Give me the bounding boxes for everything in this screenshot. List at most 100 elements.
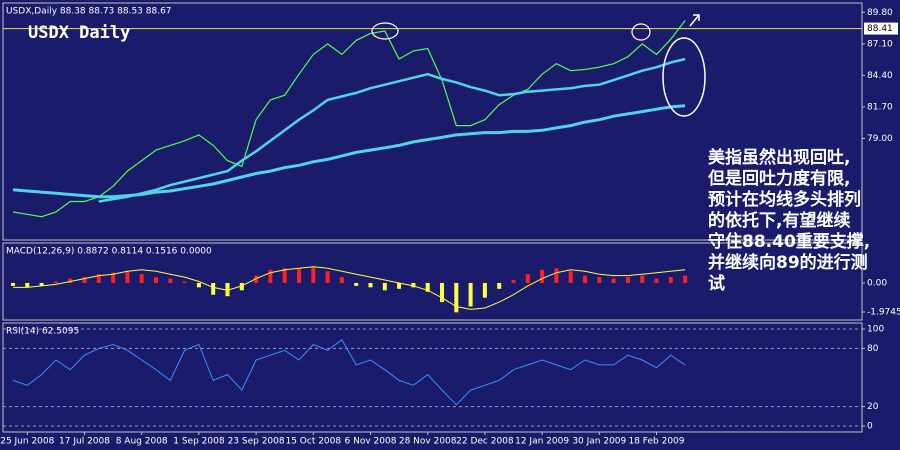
histogram-bar — [68, 278, 73, 283]
panel-title: MACD(12,26,9) 0.8872 0.8114 0.1516 0.000… — [6, 247, 212, 257]
annotation-line: 守住88.40重要支撑, — [708, 231, 870, 252]
histogram-bar — [254, 275, 259, 283]
series-line — [12, 338, 686, 406]
histogram-bar — [382, 282, 387, 291]
x-tick-label: 15 Oct 2008 — [285, 437, 341, 447]
annotation-line: 预计在均线多头排列 — [708, 189, 861, 210]
histogram-bar — [482, 282, 487, 298]
x-tick-label: 6 Nov 2008 — [345, 437, 397, 447]
histogram-bar — [339, 277, 344, 283]
histogram-bar — [440, 282, 444, 303]
histogram-bar — [625, 277, 630, 283]
x-tick-label: 1 Sep 2008 — [173, 437, 225, 447]
histogram-bar — [411, 282, 416, 288]
annotation-line: 美指虽然出现回吐, — [708, 147, 850, 168]
annotation-line: 的依托下,有望继续 — [708, 210, 850, 231]
histogram-bar — [311, 266, 316, 283]
histogram-bar — [583, 275, 587, 283]
histogram-bar — [168, 278, 173, 283]
x-tick-label: 30 Jan 2009 — [572, 437, 626, 447]
histogram-bar — [425, 282, 430, 292]
chart-label: USDX Daily — [28, 23, 130, 43]
y-tick-label: 81.70 — [867, 102, 893, 112]
histogram-bar — [683, 275, 688, 283]
plot-layer: 89.80 87.10 84.40 81.70 79.00 USDX,Daily 88.3… — [0, 7, 900, 447]
annotation-line: 并继续向89的进行测 — [708, 252, 868, 273]
y-tick-label: 87.10 — [867, 39, 893, 49]
histogram-bar — [554, 268, 559, 283]
y-tick-label: 80 — [867, 344, 879, 354]
x-tick-label: 25 Jun 2008 — [0, 437, 54, 447]
histogram-bar — [53, 281, 58, 283]
rsi-panel — [2, 322, 863, 433]
histogram-bar — [39, 282, 44, 286]
price-label-box — [864, 22, 898, 35]
y-tick-label: 0 — [867, 421, 873, 431]
x-tick-label: 28 Nov 2008 — [399, 437, 457, 447]
histogram-bar — [325, 271, 330, 283]
histogram-bar — [397, 282, 402, 289]
x-tick-label: 18 Feb 2009 — [628, 437, 684, 447]
y-tick-label: 79.00 — [867, 134, 893, 144]
x-tick-label: 12 Jan 2009 — [515, 437, 569, 447]
series-line — [98, 57, 686, 203]
histogram-bar — [597, 277, 602, 283]
x-tick-label: 8 Aug 2008 — [116, 437, 168, 447]
histogram-bar — [268, 269, 273, 283]
histogram-bar — [111, 272, 116, 283]
x-tick-label: 22 Dec 2008 — [456, 437, 514, 447]
macd-panel — [2, 242, 863, 321]
series-line — [13, 266, 686, 310]
histogram-bar — [525, 274, 530, 283]
histogram-bar — [354, 282, 359, 286]
price-label: 88.41 — [867, 24, 893, 34]
y-tick-label: 100 — [867, 325, 884, 335]
annotation-line: 但是回吐力度有限, — [708, 168, 850, 189]
histogram-bar — [297, 268, 301, 283]
histogram-bar — [225, 282, 230, 297]
histogram-bar — [125, 271, 130, 283]
highlight-ellipse — [662, 37, 706, 117]
series-line — [12, 104, 686, 199]
price-panel — [2, 2, 863, 241]
histogram-bar — [668, 277, 673, 283]
annotation-line: 试 — [708, 274, 725, 294]
histogram-bar — [25, 282, 30, 288]
annotation: 美指虽然出现回吐,但是回吐力度有限,预计在均线多头排列的依托下,有望继续守住88… — [708, 147, 870, 294]
series-line — [12, 20, 686, 218]
histogram-bar — [96, 274, 101, 283]
histogram-bar — [368, 282, 373, 288]
histogram-bar — [568, 271, 573, 283]
y-tick-label: 20 — [867, 402, 879, 412]
panel-title: RSI(14) 62.5095 — [6, 327, 79, 337]
histogram-bar — [540, 269, 545, 283]
x-tick-label: 23 Sep 2008 — [228, 437, 285, 447]
highlight-ellipse — [371, 22, 399, 40]
histogram-bar — [139, 274, 144, 283]
histogram-bar — [11, 282, 15, 286]
histogram-bar — [196, 282, 201, 288]
histogram-bar — [239, 282, 244, 291]
histogram-bar — [640, 275, 645, 283]
histogram-bar — [611, 278, 616, 283]
histogram-bar — [82, 277, 87, 283]
highlight-ellipse — [631, 23, 651, 41]
histogram-bar — [454, 282, 459, 313]
histogram-bar — [497, 282, 502, 289]
histogram-bar — [154, 277, 158, 283]
histogram-bar — [211, 282, 216, 295]
y-tick-label: 89.80 — [867, 8, 893, 18]
histogram-bar — [654, 278, 659, 283]
histogram-bar — [182, 281, 187, 283]
histogram-bar — [468, 282, 473, 307]
x-tick-label: 17 Jul 2008 — [59, 437, 110, 447]
panel-title: USDX,Daily 88.38 88.73 88.53 88.67 — [6, 7, 172, 17]
y-tick-label: -1.9745 — [867, 307, 900, 317]
y-tick-label: 84.40 — [867, 71, 893, 81]
trend-arrow — [689, 14, 700, 27]
histogram-bar — [511, 280, 516, 283]
